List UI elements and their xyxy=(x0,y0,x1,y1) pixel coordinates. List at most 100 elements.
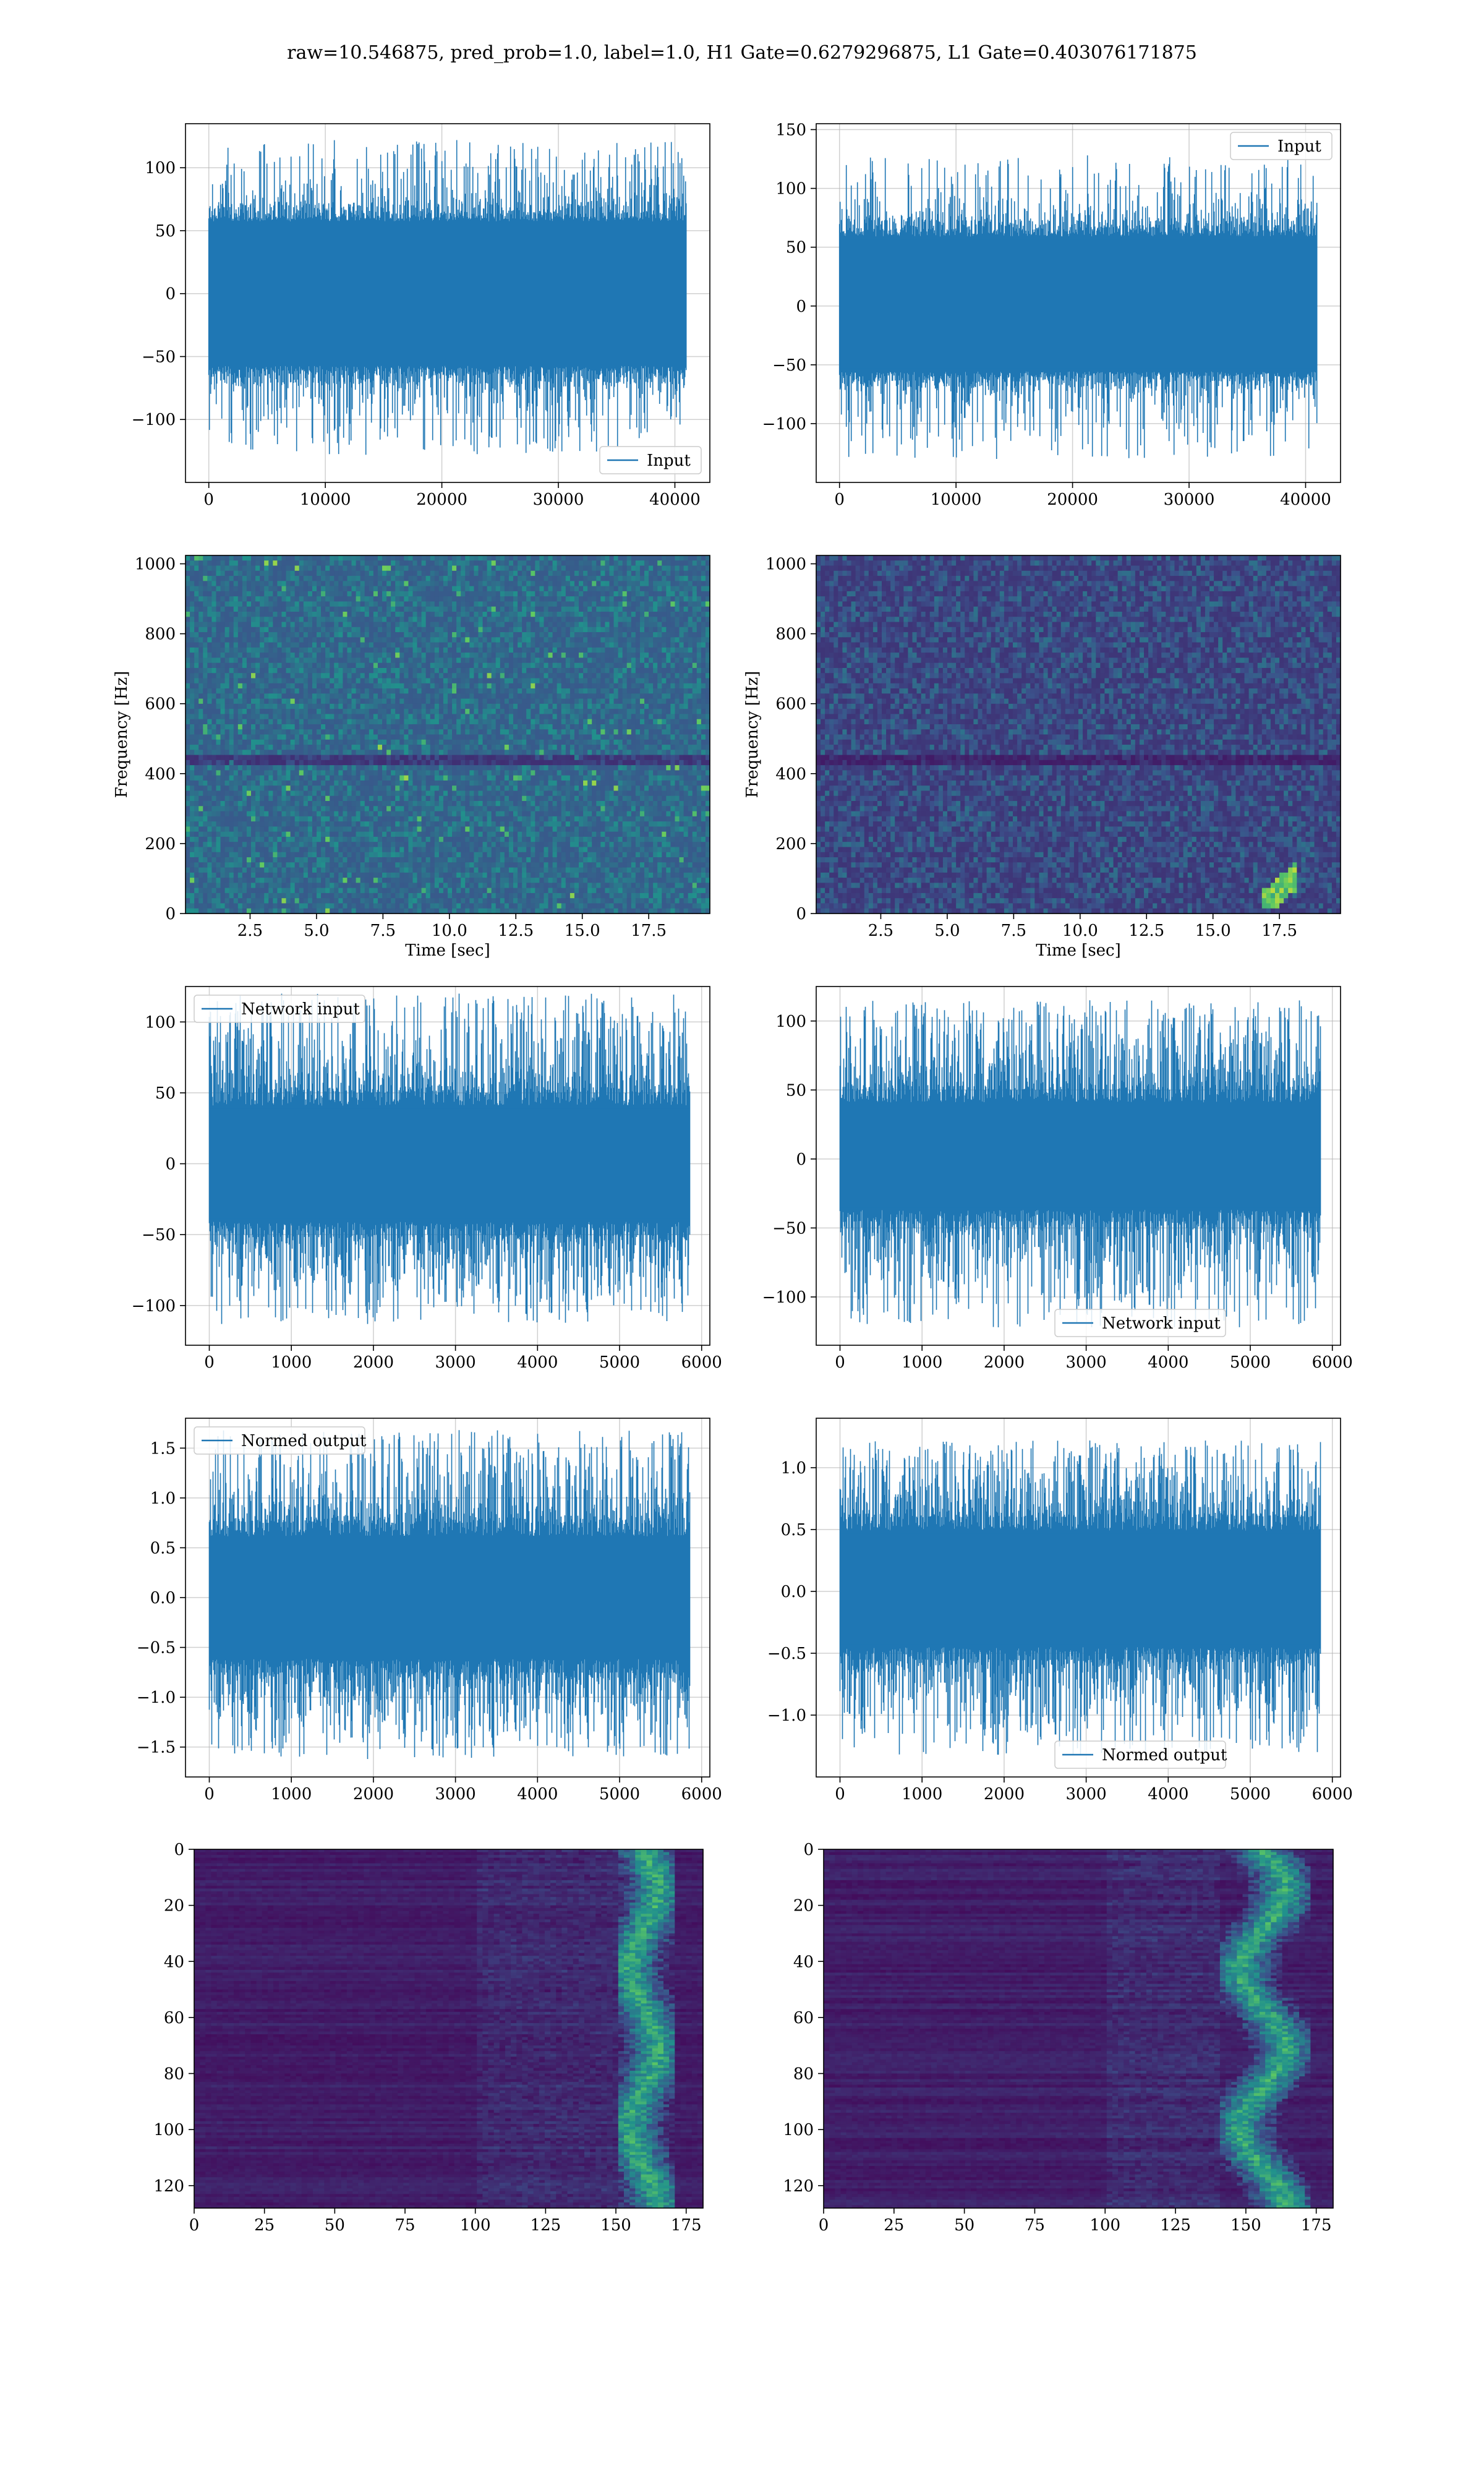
heatmap-cell xyxy=(351,576,357,581)
heatmap-cell xyxy=(478,560,484,567)
heatmap-cell xyxy=(408,683,414,689)
heatmap-cell xyxy=(347,576,352,581)
heatmap-cell xyxy=(317,678,322,684)
heatmap-cell xyxy=(299,667,304,674)
heatmap-cell xyxy=(465,698,470,704)
heatmap-cell xyxy=(373,688,378,694)
heatmap-cell xyxy=(351,657,357,664)
heatmap-cell xyxy=(233,647,239,653)
heatmap-cell xyxy=(294,596,300,602)
heatmap-cell xyxy=(487,576,492,581)
heatmap-cell xyxy=(683,724,689,730)
heatmap-cell xyxy=(456,678,461,684)
heatmap-cell xyxy=(312,662,317,669)
heatmap-cell xyxy=(373,647,378,653)
heatmap-cell xyxy=(504,724,510,730)
heatmap-cell xyxy=(666,606,671,612)
heatmap-cell xyxy=(465,688,470,694)
heatmap-cell xyxy=(391,662,396,669)
y-tick-label: −100 xyxy=(132,411,176,429)
heatmap-cell xyxy=(639,683,645,689)
heatmap-cell xyxy=(307,565,313,571)
heatmap-cell xyxy=(273,745,278,750)
heatmap-cell xyxy=(596,755,601,761)
heatmap-cell xyxy=(561,657,566,664)
heatmap-cell xyxy=(670,617,676,623)
heatmap-cell xyxy=(539,637,545,643)
heatmap-cell xyxy=(321,642,326,648)
heatmap-cell xyxy=(522,760,527,766)
heatmap-cell xyxy=(399,596,404,602)
heatmap-cell xyxy=(491,632,497,638)
heatmap-cell xyxy=(194,667,199,674)
heatmap-cell xyxy=(513,617,518,623)
heatmap-cell xyxy=(565,760,571,766)
heatmap-cell xyxy=(579,632,584,638)
heatmap-cell xyxy=(548,714,553,720)
heatmap-cell xyxy=(343,678,348,684)
heatmap-cell xyxy=(653,734,658,740)
heatmap-cell xyxy=(670,662,676,669)
heatmap-cell xyxy=(679,622,684,628)
heatmap-cell xyxy=(281,662,287,669)
heatmap-cell xyxy=(696,683,702,689)
heatmap-cell xyxy=(438,709,444,715)
heatmap-cell xyxy=(592,734,597,740)
heatmap-cell xyxy=(574,683,579,689)
heatmap-cell xyxy=(260,581,265,587)
heatmap-cell xyxy=(662,703,667,709)
heatmap-cell xyxy=(294,673,300,679)
heatmap-cell xyxy=(190,709,195,715)
heatmap-cell xyxy=(242,729,247,735)
heatmap-cell xyxy=(552,673,558,679)
heatmap-cell xyxy=(587,596,592,602)
heatmap-cell xyxy=(330,565,335,571)
heatmap-cell xyxy=(535,642,540,648)
heatmap-cell xyxy=(356,632,361,638)
heatmap-cell xyxy=(639,570,645,576)
heatmap-cell xyxy=(565,586,571,592)
heatmap-cell xyxy=(605,755,610,761)
heatmap-cell xyxy=(539,642,545,648)
heatmap-cell xyxy=(317,688,322,694)
heatmap-cell xyxy=(644,755,649,761)
heatmap-cell xyxy=(399,693,404,700)
heatmap-cell xyxy=(255,601,260,607)
heatmap-cell xyxy=(395,760,400,766)
heatmap-cell xyxy=(268,586,273,592)
heatmap-cell xyxy=(487,591,492,597)
heatmap-cell xyxy=(469,560,474,567)
heatmap-cell xyxy=(317,622,322,628)
heatmap-cell xyxy=(286,688,291,694)
heatmap-cell xyxy=(675,642,680,648)
heatmap-cell xyxy=(198,703,203,709)
heatmap-cell xyxy=(186,714,190,720)
heatmap-cell xyxy=(395,750,400,756)
heatmap-cell xyxy=(198,601,203,607)
heatmap-cell xyxy=(233,606,239,612)
heatmap-cell xyxy=(251,642,256,648)
heatmap-cell xyxy=(356,637,361,643)
heatmap-cell xyxy=(321,647,326,653)
heatmap-cell xyxy=(186,555,190,561)
heatmap-cell xyxy=(653,560,658,567)
heatmap-cell xyxy=(395,555,400,561)
heatmap-cell xyxy=(207,698,212,704)
heatmap-cell xyxy=(478,683,484,689)
heatmap-cell xyxy=(430,683,435,689)
heatmap-cell xyxy=(469,565,474,571)
heatmap-cell xyxy=(487,750,492,756)
heatmap-cell xyxy=(544,617,549,623)
heatmap-cell xyxy=(351,678,357,684)
heatmap-cell xyxy=(631,632,636,638)
heatmap-cell xyxy=(425,750,431,756)
heatmap-cell xyxy=(229,601,234,607)
heatmap-cell xyxy=(211,642,217,648)
heatmap-cell xyxy=(290,693,296,700)
heatmap-cell xyxy=(618,565,623,571)
heatmap-cell xyxy=(518,688,522,694)
heatmap-cell xyxy=(438,703,444,709)
heatmap-cell xyxy=(343,632,348,638)
heatmap-cell xyxy=(290,606,296,612)
heatmap-cell xyxy=(495,591,501,597)
